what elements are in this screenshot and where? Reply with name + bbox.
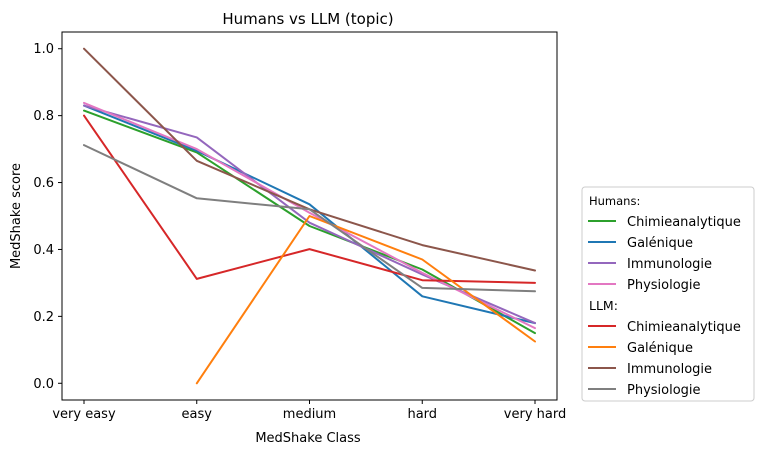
legend-entry-label: Chimieanalytique <box>627 215 741 230</box>
y-tick-label: 0.2 <box>33 310 54 325</box>
legend-entry-label: Galénique <box>627 236 693 251</box>
legend-entry-label: Physiologie <box>627 278 701 293</box>
legend-group-heading: LLM: <box>589 298 618 313</box>
y-axis-ticks: 0.0 0.2 0.4 0.6 0.8 1.0 <box>33 42 62 392</box>
legend-entry-label: Physiologie <box>627 383 701 398</box>
x-tick-label: easy <box>182 407 213 422</box>
y-tick-label: 0.0 <box>33 377 54 392</box>
y-tick-label: 0.8 <box>33 109 54 124</box>
x-tick-label: medium <box>283 407 336 422</box>
legend-frame <box>581 186 755 402</box>
legend-group-heading: Humans: <box>589 194 640 208</box>
plot-series-group <box>83 47 536 385</box>
legend-entry-label: Immunologie <box>627 362 712 377</box>
legend: Humans: Chimieanalytique Galénique Immunolo… <box>581 186 755 402</box>
legend-entry-label: Chimieanalytique <box>627 320 741 335</box>
x-tick-label: very hard <box>504 407 566 422</box>
x-tick-label: very easy <box>52 407 116 422</box>
y-tick-label: 1.0 <box>33 42 54 57</box>
series-line-llm-galenique <box>195 215 536 385</box>
x-tick-label: hard <box>407 407 437 422</box>
legend-entry-label: Galénique <box>627 341 693 356</box>
y-axis-label: MedShake score <box>9 163 24 269</box>
series-line-llm-physiologie <box>83 144 536 293</box>
x-axis-ticks: very easy easy medium hard very hard <box>52 400 566 422</box>
chart-title: Humans vs LLM (topic) <box>222 10 393 28</box>
legend-entry-label: Immunologie <box>627 257 712 272</box>
series-line-humans-physiologie <box>83 101 536 330</box>
y-tick-label: 0.6 <box>33 176 54 191</box>
y-tick-label: 0.4 <box>33 243 54 258</box>
series-line-llm-chimieanalytique <box>83 114 536 284</box>
x-axis-label: MedShake Class <box>255 431 361 446</box>
series-line-llm-immunologie <box>83 47 536 272</box>
series-line-humans-galenique <box>83 104 536 325</box>
